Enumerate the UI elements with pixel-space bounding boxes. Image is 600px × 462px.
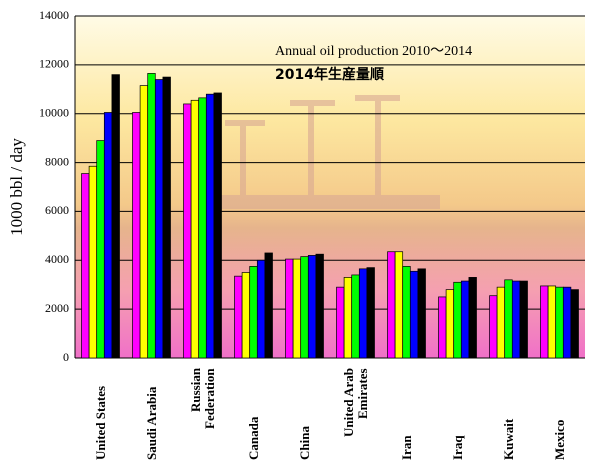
bar <box>570 289 579 359</box>
y-tick-label: 14000 <box>39 8 69 22</box>
bar <box>205 93 215 359</box>
bar <box>511 280 521 359</box>
y-tick-label: 0 <box>63 350 69 364</box>
bar <box>132 112 141 359</box>
bar <box>336 286 345 359</box>
bar <box>409 270 419 359</box>
bar <box>81 173 90 359</box>
bar <box>292 258 302 359</box>
bar <box>343 277 353 359</box>
bar <box>489 295 498 359</box>
bar <box>453 281 462 359</box>
x-tick-label: Mexico <box>551 419 567 460</box>
bar <box>547 285 557 359</box>
bar <box>562 286 572 359</box>
bar <box>387 251 396 359</box>
bar <box>394 251 404 359</box>
x-tick-label: United Arab Emirates <box>340 368 370 437</box>
bar <box>88 165 98 359</box>
bar <box>315 253 324 359</box>
bar <box>351 274 360 359</box>
y-axis-label: 1000 bbl / day <box>7 138 26 236</box>
bar <box>445 289 455 359</box>
bar <box>468 277 477 359</box>
bar <box>519 280 528 359</box>
bar <box>111 74 120 359</box>
y-tick-label: 10000 <box>39 105 69 119</box>
bar <box>183 103 192 359</box>
y-tick-label: 6000 <box>45 203 69 217</box>
bar <box>366 267 375 359</box>
bar <box>307 255 317 359</box>
bar <box>555 286 564 359</box>
bar <box>154 79 164 359</box>
bar <box>234 275 243 359</box>
y-tick-label: 2000 <box>45 301 69 315</box>
y-tick-label: 12000 <box>39 57 69 71</box>
bar <box>417 268 426 359</box>
x-tick-label: Russian Federation <box>187 368 217 429</box>
bar <box>162 76 171 359</box>
bar <box>438 296 447 359</box>
x-tick-label: Iran <box>398 435 414 460</box>
chart-title: Annual oil production 2010～2014 <box>275 44 472 59</box>
x-tick-label: United States <box>92 385 108 460</box>
x-tick-label: Canada <box>245 416 261 460</box>
y-tick-label: 8000 <box>45 154 69 168</box>
bar <box>540 285 549 359</box>
bar <box>300 256 309 359</box>
bar <box>198 97 207 359</box>
pumpjacks <box>200 95 440 209</box>
x-tick-label: Saudi Arabia <box>143 386 159 460</box>
x-tick-label: Kuwait <box>500 418 516 460</box>
bar <box>460 280 470 359</box>
x-tick-label: Iraq <box>449 435 465 460</box>
bar <box>96 140 105 359</box>
bar <box>358 268 368 359</box>
bar <box>496 286 506 359</box>
bar <box>139 85 149 359</box>
bar <box>256 259 266 359</box>
bar <box>264 252 273 359</box>
bar <box>504 279 513 359</box>
bar <box>285 258 294 359</box>
bar <box>402 266 411 359</box>
bar <box>103 112 113 359</box>
y-tick-label: 4000 <box>45 252 69 266</box>
bar <box>213 92 222 359</box>
bar <box>147 73 156 359</box>
bar <box>190 99 200 359</box>
bar <box>249 266 258 359</box>
chart-subtitle: 2014年生産量順 <box>275 66 385 83</box>
x-tick-label: China <box>296 426 312 460</box>
bar <box>241 272 251 359</box>
